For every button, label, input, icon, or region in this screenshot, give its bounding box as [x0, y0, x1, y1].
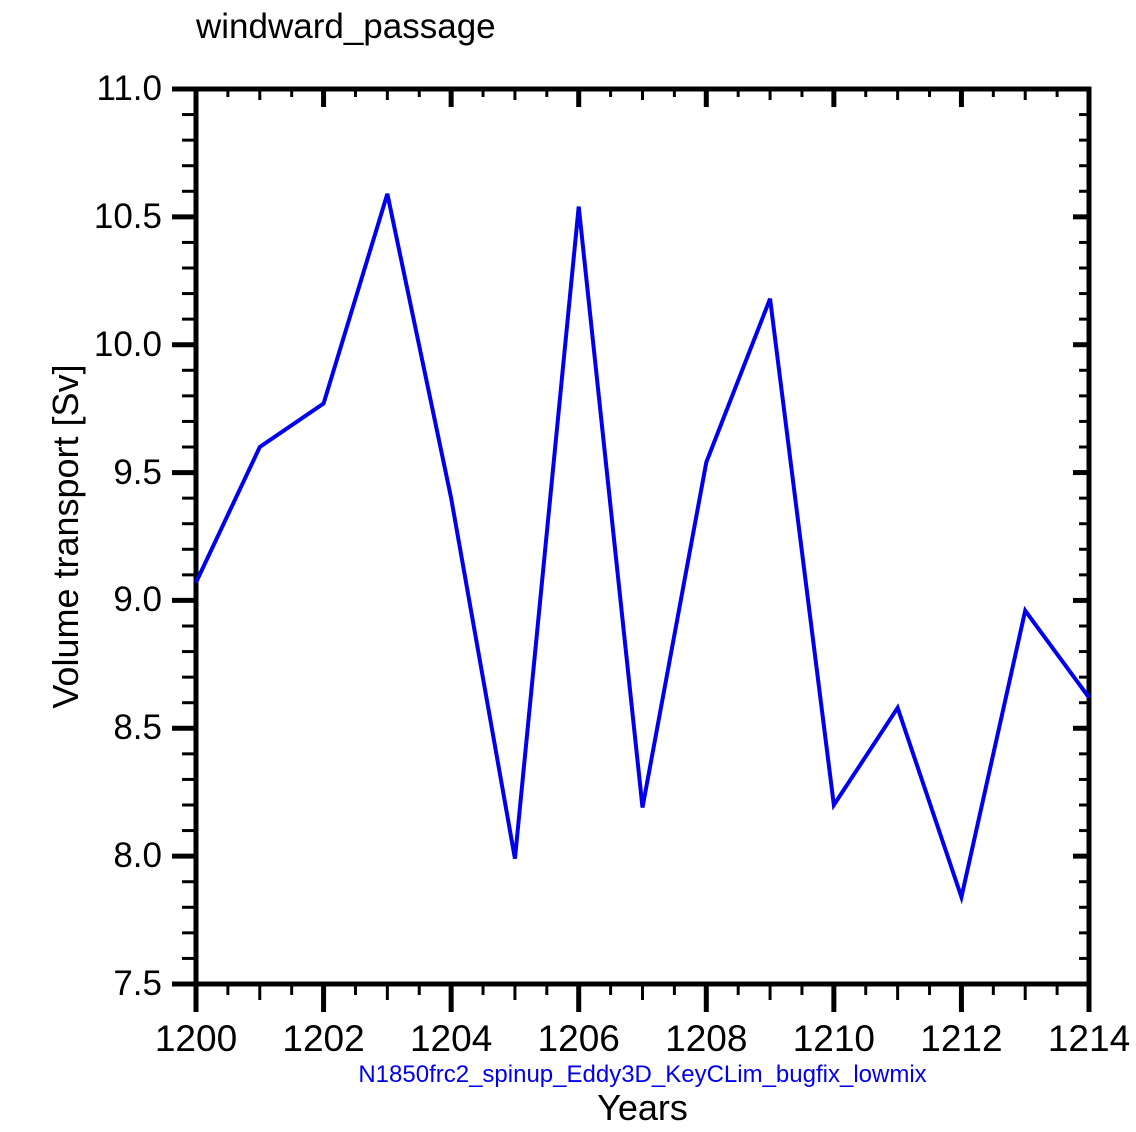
y-tick-label: 9.5	[113, 452, 162, 492]
axis-frame	[193, 86, 1092, 987]
x-tick-label: 1210	[792, 1018, 875, 1059]
y-minor-ticks	[182, 113, 1089, 960]
x-minor-ticks	[226, 89, 1059, 1000]
x-tick-label: 1202	[282, 1018, 365, 1059]
chart-title: windward_passage	[196, 7, 496, 46]
x-tick-label: 1200	[154, 1018, 238, 1059]
plot-frame	[193, 86, 1092, 987]
x-tick-label: 1208	[665, 1018, 748, 1059]
y-major-ticks	[172, 86, 1089, 987]
y-tick-label: 9.0	[113, 580, 162, 620]
x-major-ticks	[193, 89, 1092, 1012]
data-series-line	[194, 193, 1091, 905]
y-tick-label: 10.0	[93, 324, 162, 364]
y-tick-label: 8.5	[113, 708, 162, 748]
x-tick-label: 1206	[537, 1018, 620, 1059]
y-tick-label: 7.5	[113, 964, 162, 1003]
y-tick-label: 11.0	[96, 69, 162, 108]
y-tick-label: 10.5	[93, 196, 162, 236]
x-tick-label: 1212	[920, 1018, 1003, 1059]
x-tick-label: 1214	[1047, 1018, 1131, 1059]
y-tick-label: 8.0	[113, 836, 162, 876]
chart-subtitle: N1850frc2_spinup_Eddy3D_KeyCLim_bugfix_l…	[358, 1061, 927, 1088]
x-axis-label: Years	[597, 1087, 688, 1128]
x-tick-label: 1204	[409, 1018, 493, 1059]
